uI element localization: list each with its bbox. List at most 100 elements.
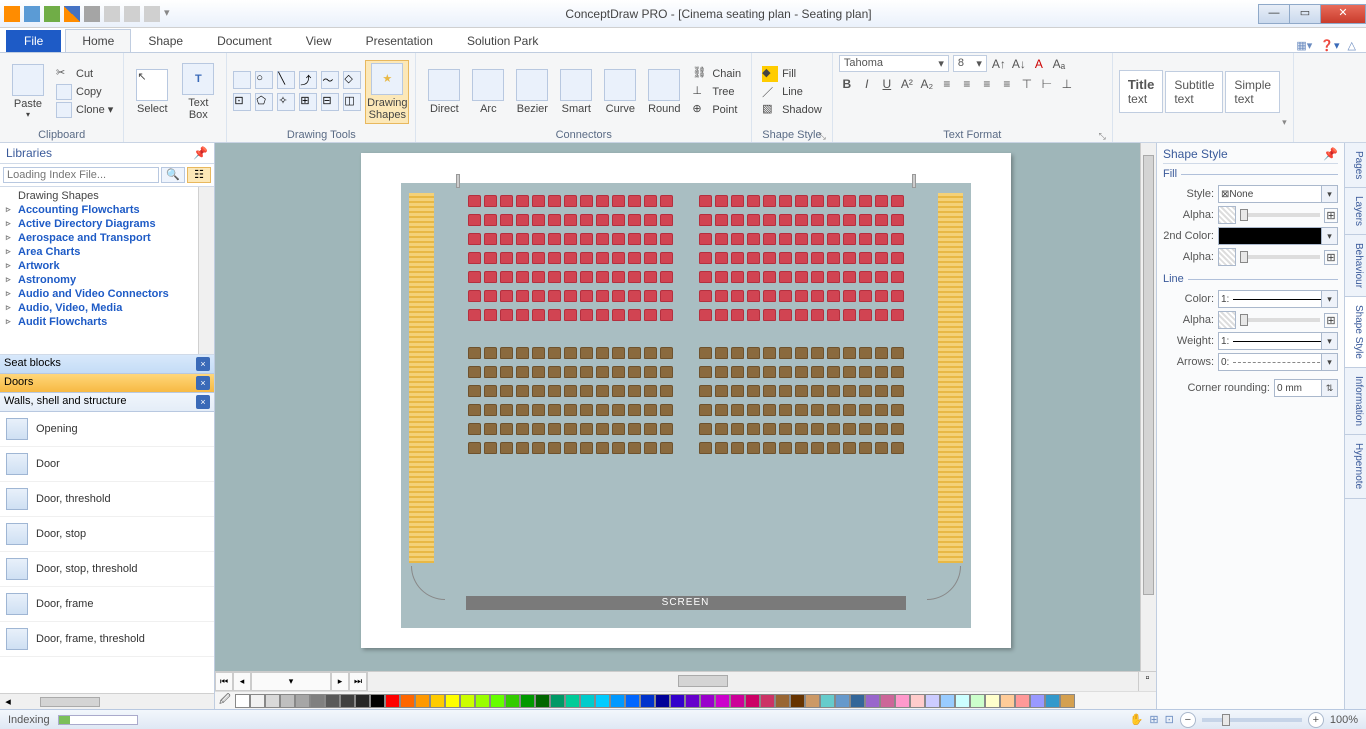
panel-hscroll[interactable]: ◂ [0,693,214,709]
dialog-launcher[interactable]: ⤡ [819,131,826,142]
underline-icon[interactable]: U [879,76,895,92]
shrink-font-icon[interactable]: A↓ [1011,56,1027,72]
window-close[interactable]: ✕ [1320,4,1366,24]
library-tree[interactable]: Drawing ShapesAccounting FlowchartsActiv… [0,187,214,355]
window-minimize[interactable]: — [1258,4,1290,24]
side-tab-pages[interactable]: Pages [1345,143,1366,188]
tool-icon[interactable]: ╲ [277,71,295,89]
corner-spinner[interactable]: 0 mm⇅ [1274,379,1338,397]
line-button[interactable]: ／Line [758,83,826,101]
color-swatch[interactable] [850,694,865,708]
color-swatch[interactable] [640,694,655,708]
point-button[interactable]: ⊕Point [688,101,745,119]
color-swatch[interactable] [730,694,745,708]
color-swatch[interactable] [235,694,250,708]
qat-icon[interactable] [104,6,120,22]
tool-icon[interactable]: ◇ [343,71,361,89]
direct-connector-button[interactable]: Direct [422,67,466,117]
qat-icon[interactable] [124,6,140,22]
color-swatch[interactable] [820,694,835,708]
alpha-swatch[interactable] [1218,248,1236,266]
color-swatch[interactable] [400,694,415,708]
alpha-slider[interactable] [1240,318,1320,322]
alpha-reset[interactable]: ⊞ [1324,208,1338,223]
window-maximize[interactable]: ▭ [1289,4,1321,24]
gallery-more[interactable]: ▾ [1282,117,1287,128]
color-swatch[interactable] [370,694,385,708]
tree-item[interactable]: Audit Flowcharts [18,315,210,329]
color-swatch[interactable] [520,694,535,708]
valign-mid-icon[interactable]: ⊢ [1039,76,1055,92]
color-swatch[interactable] [910,694,925,708]
color-swatch[interactable] [790,694,805,708]
color-swatch[interactable] [415,694,430,708]
fit-icon[interactable]: ⊡ [1165,713,1174,726]
smart-connector-button[interactable]: Smart [554,67,598,117]
side-tab-hypernote[interactable]: Hypernote [1345,435,1366,498]
alpha-slider[interactable] [1240,255,1320,259]
tree-item[interactable]: Artwork [18,259,210,273]
file-tab[interactable]: File [6,30,61,52]
alpha-slider[interactable] [1240,213,1320,217]
alpha-swatch[interactable] [1218,206,1236,224]
side-tab-behaviour[interactable]: Behaviour [1345,235,1366,297]
tree-button[interactable]: ⊥Tree [688,83,745,101]
shape-item[interactable]: Opening [0,412,214,447]
qat-icon[interactable] [84,6,100,22]
tool-icon[interactable]: ✧ [277,93,295,111]
tool-icon[interactable]: ◫ [343,93,361,111]
valign-top-icon[interactable]: ⊤ [1019,76,1035,92]
close-tab-icon[interactable]: × [196,357,210,371]
library-tab[interactable]: Doors× [0,374,214,393]
canvas[interactable]: SCREEN [215,143,1156,671]
color-swatch[interactable] [985,694,1000,708]
color-swatch[interactable] [925,694,940,708]
pan-icon[interactable]: ⊞ [1149,713,1158,726]
help-icon[interactable]: ▦▾ [1296,39,1312,52]
color-swatch[interactable] [940,694,955,708]
italic-icon[interactable]: I [859,76,875,92]
zoom-out-button[interactable]: − [1180,712,1196,728]
color-swatch[interactable] [385,694,400,708]
color-swatch[interactable] [295,694,310,708]
pin-icon[interactable]: 📌 [193,146,208,160]
color-swatch[interactable] [310,694,325,708]
shape-item[interactable]: Door, frame, threshold [0,622,214,657]
pin-icon[interactable]: 📌 [1323,147,1338,161]
superscript-icon[interactable]: A² [899,76,915,92]
color-swatch[interactable] [550,694,565,708]
copy-button[interactable]: Copy [52,83,117,101]
color-swatch[interactable] [355,694,370,708]
color-swatch[interactable] [1030,694,1045,708]
color-swatch[interactable] [970,694,985,708]
color-swatch[interactable] [625,694,640,708]
app-icon[interactable] [4,6,20,22]
close-tab-icon[interactable]: × [196,376,210,390]
color-swatch[interactable] [535,694,550,708]
hand-tool-icon[interactable]: ✋ [1130,713,1144,726]
ribbon-tab-home[interactable]: Home [65,29,131,52]
shape-item[interactable]: Door, threshold [0,482,214,517]
font-color-icon[interactable]: A [1031,56,1047,72]
alpha-reset[interactable]: ⊞ [1324,313,1338,328]
color-swatch[interactable] [340,694,355,708]
curve-connector-button[interactable]: Curve [598,67,642,117]
align-right-icon[interactable]: ≡ [979,76,995,92]
close-tab-icon[interactable]: × [196,395,210,409]
ribbon-tab-presentation[interactable]: Presentation [349,29,450,52]
color-swatch[interactable] [250,694,265,708]
ribbon-tab-document[interactable]: Document [200,29,289,52]
tool-icon[interactable]: ⊟ [321,93,339,111]
shape-item[interactable]: Door [0,447,214,482]
valign-bot-icon[interactable]: ⊥ [1059,76,1075,92]
library-search-input[interactable] [3,167,159,183]
sheet-tabs[interactable]: ⏮◂▾▸⏭ [215,672,367,691]
chain-button[interactable]: ⛓Chain [688,65,745,83]
drawing-page[interactable]: SCREEN [361,153,1011,648]
color-swatch[interactable] [805,694,820,708]
side-tab-information[interactable]: Information [1345,368,1366,435]
color-swatch[interactable] [955,694,970,708]
color-swatch[interactable] [580,694,595,708]
color-swatch[interactable] [775,694,790,708]
fill-style-combo[interactable]: ⊠ None▾ [1218,185,1338,203]
